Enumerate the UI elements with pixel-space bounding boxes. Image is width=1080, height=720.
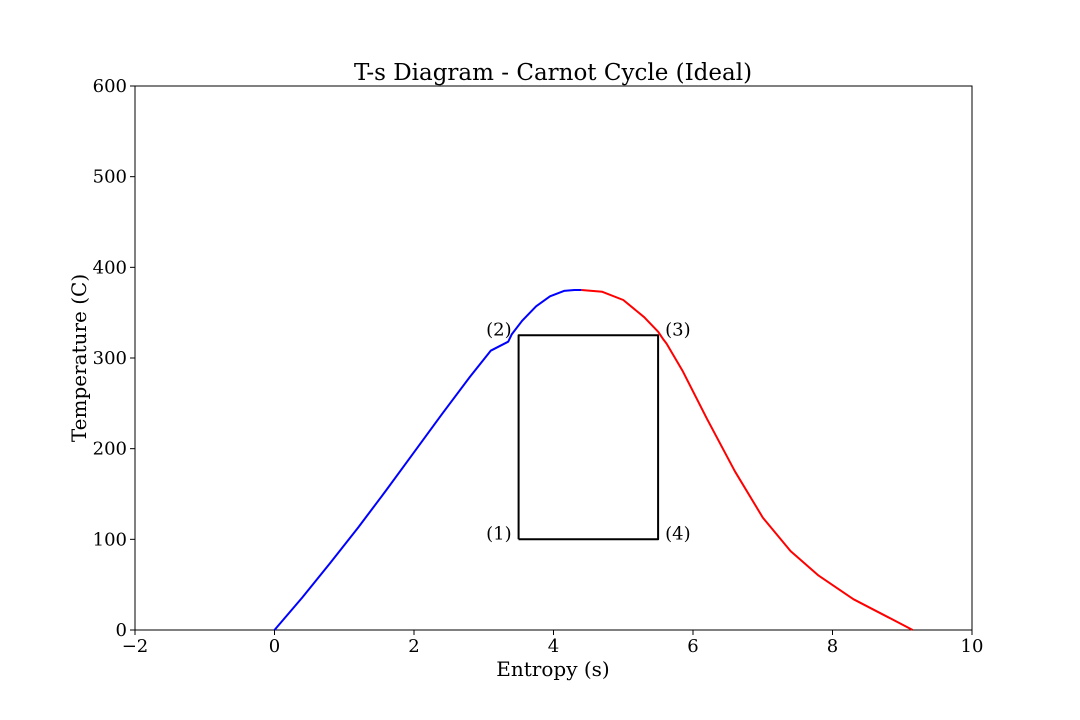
y-tick-label: 200 [93, 439, 127, 460]
x-tick-label: 2 [408, 636, 419, 657]
x-tick-label: 10 [961, 636, 984, 657]
carnot-cycle [517, 334, 660, 541]
chart-title: T-s Diagram - Carnot Cycle (Ideal) [354, 60, 752, 86]
state-point-label: (3) [665, 319, 691, 340]
y-tick-label: 500 [93, 167, 127, 188]
y-tick-label: 400 [93, 257, 127, 278]
y-tick-label: 300 [93, 348, 127, 369]
x-tick-label: 0 [269, 636, 280, 657]
state-point-label: (4) [665, 523, 691, 544]
saturated-liquid-line [273, 289, 582, 631]
x-axis-label: Entropy (s) [496, 657, 609, 681]
y-axis-label: Temperature (C) [67, 274, 91, 442]
state-point-label: (1) [486, 523, 512, 544]
x-tick-label: 4 [548, 636, 559, 657]
y-tick-label: 600 [93, 76, 127, 97]
y-tick-label: 0 [116, 620, 127, 641]
x-tick-label: −2 [122, 636, 149, 657]
state-point-label: (2) [486, 319, 512, 340]
x-tick-label: 6 [687, 636, 698, 657]
x-tick-label: 8 [827, 636, 838, 657]
y-tick-label: 100 [93, 529, 127, 550]
saturated-vapor-line [581, 289, 914, 631]
axes-frame [134, 85, 973, 631]
